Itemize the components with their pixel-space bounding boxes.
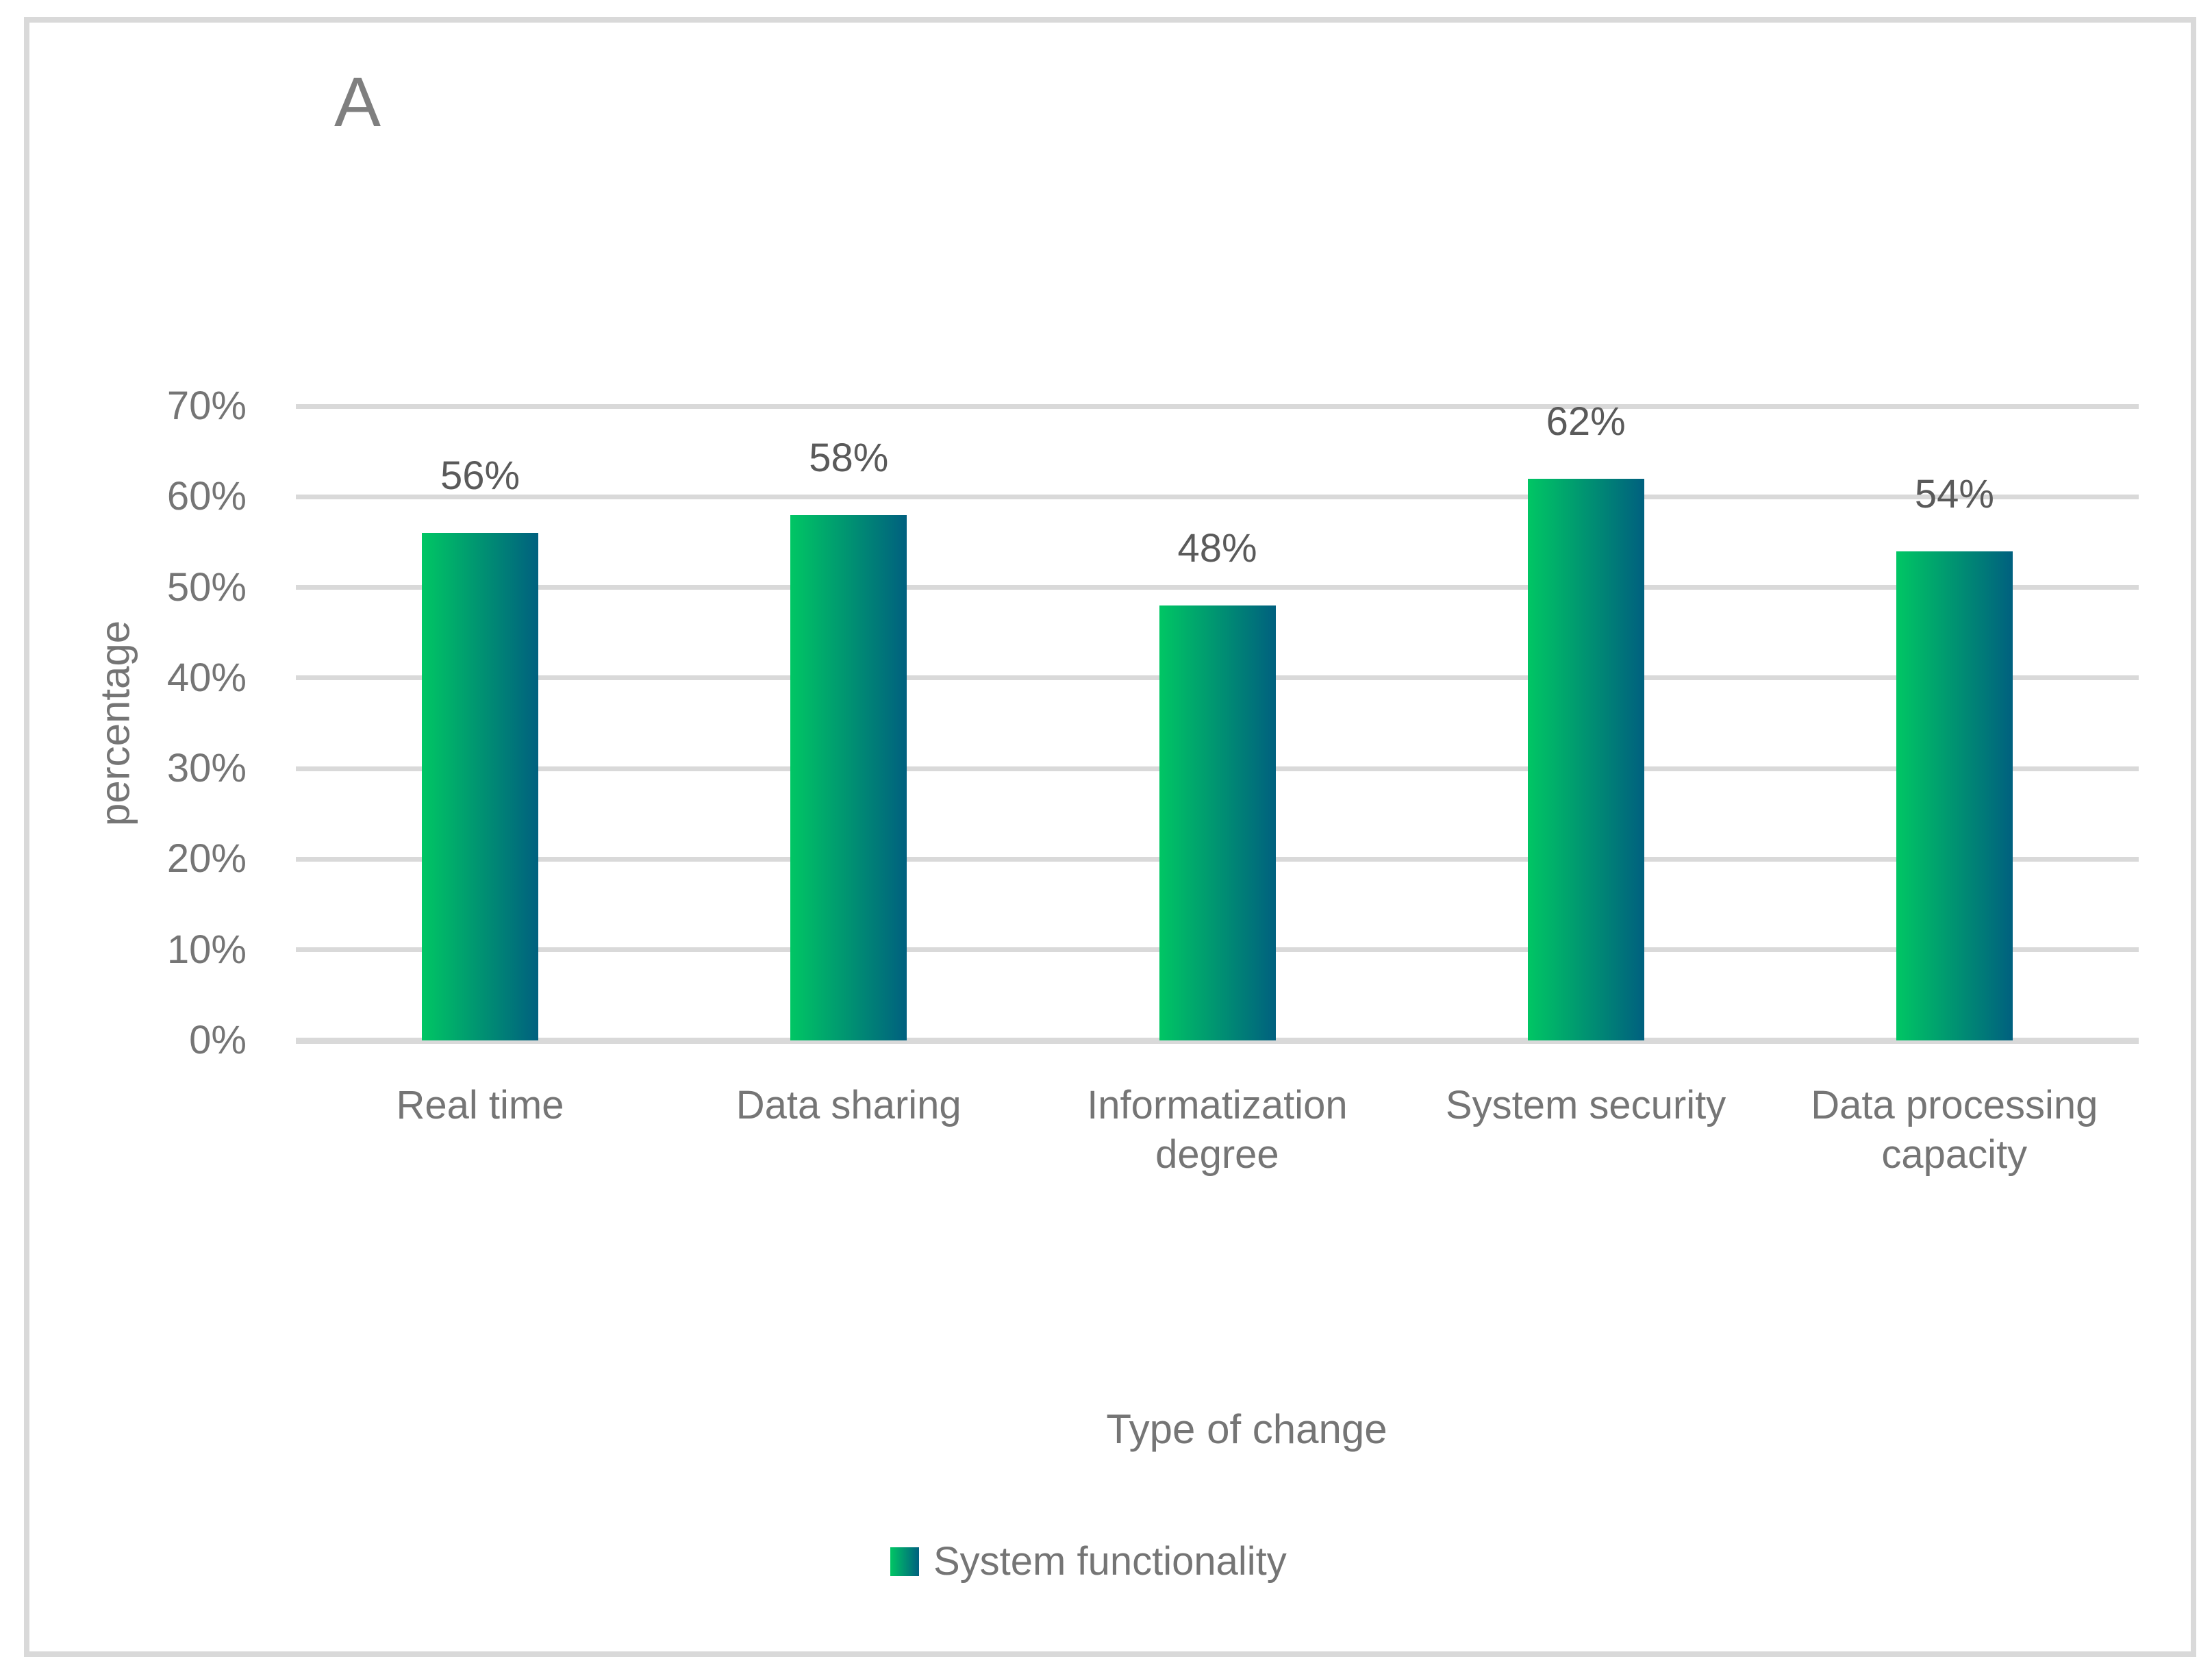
x-category-label: Informatization degree bbox=[1087, 1083, 1348, 1177]
bar-value-label: 54% bbox=[1914, 471, 1994, 516]
x-category-label: Data sharing bbox=[736, 1083, 962, 1127]
bar bbox=[422, 533, 539, 1040]
x-axis-line bbox=[296, 1037, 2139, 1044]
y-tick-label: 20% bbox=[166, 836, 247, 882]
bar bbox=[1896, 551, 2013, 1040]
chart-border-frame bbox=[24, 17, 2196, 1657]
y-tick-label: 70% bbox=[166, 384, 247, 428]
x-category-label: Data processing capacity bbox=[1811, 1083, 2098, 1177]
y-tick-label: 40% bbox=[166, 655, 247, 700]
y-tick-label: 60% bbox=[166, 474, 247, 519]
y-tick-label: 30% bbox=[166, 746, 247, 791]
legend: System functionality bbox=[890, 1538, 1287, 1586]
legend-label: System functionality bbox=[933, 1539, 1287, 1584]
x-category-label: System security bbox=[1445, 1083, 1726, 1127]
legend-swatch-icon bbox=[890, 1547, 919, 1576]
bar-value-label: 62% bbox=[1546, 399, 1626, 444]
y-tick-label: 10% bbox=[166, 927, 247, 972]
bar-value-label: 56% bbox=[440, 453, 520, 499]
y-tick-label: 0% bbox=[189, 1018, 247, 1062]
bar bbox=[1527, 478, 1644, 1040]
bar-value-label: 48% bbox=[1177, 526, 1257, 571]
bar-value-label: 58% bbox=[809, 435, 889, 480]
bar bbox=[1159, 605, 1276, 1040]
gridline bbox=[296, 403, 2139, 409]
x-category-label: Real time bbox=[396, 1083, 564, 1127]
bar bbox=[790, 514, 907, 1040]
gridline bbox=[296, 585, 2139, 590]
gridline bbox=[296, 494, 2139, 499]
panel-label: A bbox=[334, 63, 381, 141]
y-tick-label: 50% bbox=[166, 564, 247, 610]
x-axis-title: Type of change bbox=[1106, 1406, 1387, 1452]
